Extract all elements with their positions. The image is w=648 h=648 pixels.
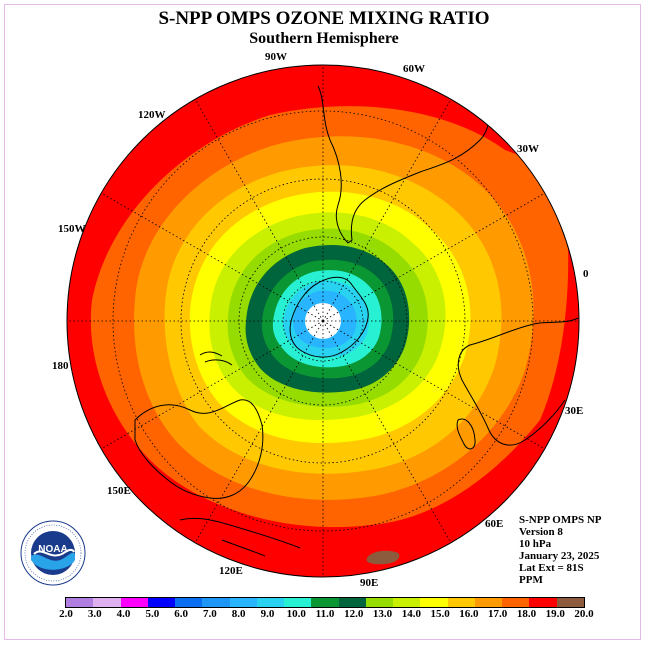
colorbar-swatch: [93, 598, 121, 607]
coastlines: [134, 85, 579, 557]
lon-label-0: 0: [583, 268, 589, 280]
colorbar-tick-label: 20.0: [574, 608, 594, 620]
lon-label-90e: 90E: [360, 577, 379, 589]
coastline-indonesia: [179, 517, 301, 557]
colorbar-tick-label: 4.0: [116, 608, 131, 620]
contour-band-19: [366, 550, 400, 565]
colorbar-tick-label: 2.0: [59, 608, 73, 620]
colorbar-swatch: [120, 598, 148, 607]
noaa-logo-text: NOAA: [38, 544, 67, 555]
colorbar-swatch: [556, 598, 584, 607]
colorbar-swatch: [338, 598, 366, 607]
colorbar-tick-label: 3.0: [87, 608, 102, 620]
colorbar-tick-label: 14.0: [401, 608, 421, 620]
lon-label-30e: 30E: [565, 405, 584, 417]
colorbar-swatch: [529, 598, 557, 607]
colorbar-swatch: [175, 598, 203, 607]
colorbar-swatch: [447, 598, 475, 607]
coastline-madagascar: [456, 418, 476, 450]
coastline-africa: [457, 317, 579, 446]
colorbar-swatch: [502, 598, 530, 607]
map-title: S-NPP OMPS OZONE MIXING RATIO: [158, 8, 490, 29]
colorbar-tick-label: 6.0: [174, 608, 188, 620]
lon-label-180: 180: [52, 360, 69, 372]
colorbar-tick-label: 15.0: [430, 608, 450, 620]
colorbar-tick-label: 5.0: [145, 608, 160, 620]
colorbar-tick-label: 9.0: [260, 608, 275, 620]
figure-frame: [4, 4, 641, 640]
colorbar-tick-label: 19.0: [545, 608, 565, 620]
map-boundary: [66, 64, 580, 578]
colorbar-swatch: [284, 598, 312, 607]
colorbar-swatch: [393, 598, 421, 607]
info-version: Version 8: [519, 526, 563, 538]
product-info: S-NPP OMPS NP Version 8 10 hPa January 2…: [519, 514, 602, 586]
colorbar-swatch: [66, 598, 94, 607]
info-instrument: S-NPP OMPS NP: [519, 514, 602, 526]
info-lat-extent: Lat Ext = 81S: [519, 562, 584, 574]
colorbar-tick-label: 13.0: [372, 608, 393, 620]
colorbar-swatch: [474, 598, 502, 607]
noaa-logo: NOAA: [20, 520, 86, 586]
colorbar-tick-label: 18.0: [516, 608, 537, 620]
colorbar-swatch: [420, 598, 448, 607]
colorbar-swatch: [365, 598, 393, 607]
colorbar-swatch: [311, 598, 339, 607]
colorbar-tick-label: 17.0: [488, 608, 508, 620]
colorbar-tick-label: 10.0: [286, 608, 306, 620]
coastline-australia: [134, 399, 264, 499]
coastline-south-america: [317, 85, 490, 244]
colorbar-swatch: [202, 598, 230, 607]
graticule: [67, 65, 579, 577]
lon-label-60e: 60E: [485, 518, 504, 530]
lon-label-150w: 150W: [58, 223, 86, 235]
info-pressure-level: 10 hPa: [519, 538, 552, 550]
info-date: January 23, 2025: [519, 550, 600, 562]
coastline-antarctica: [289, 276, 369, 358]
info-units: PPM: [519, 574, 543, 586]
coastline-new-zealand: [199, 351, 233, 366]
colorbar-tick-label: 8.0: [231, 608, 246, 620]
colorbar-swatch: [256, 598, 284, 607]
lon-label-90w: 90W: [265, 51, 287, 63]
colorbar-swatch: [147, 598, 175, 607]
colorbar-ticks: 2.0 3.0 4.0 5.0 6.0 7.0 8.0 9.0 10.0 11.0 12.0 13.0…: [0, 608, 648, 622]
colorbar-tick-label: 12.0: [344, 608, 364, 620]
lon-label-30w: 30W: [517, 143, 539, 155]
colorbar: [65, 597, 585, 608]
lon-label-120w: 120W: [138, 109, 166, 121]
colorbar-swatch: [229, 598, 257, 607]
colorbar-tick-label: 11.0: [315, 608, 335, 620]
lon-label-150e: 150E: [107, 485, 131, 497]
lon-label-120e: 120E: [219, 565, 243, 577]
map-subtitle: Southern Hemisphere: [249, 30, 399, 47]
colorbar-tick-label: 7.0: [203, 608, 217, 620]
lon-label-60w: 60W: [403, 63, 425, 75]
colorbar-tick-label: 16.0: [459, 608, 479, 620]
